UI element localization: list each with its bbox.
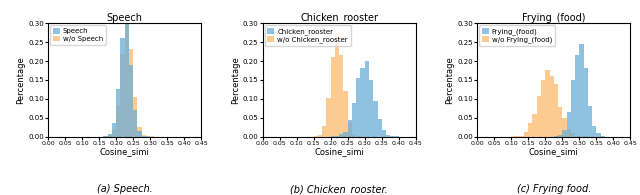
Bar — [575, 55, 579, 136]
Bar — [112, 129, 116, 136]
Bar — [335, 34, 339, 136]
X-axis label: Cosine_simi: Cosine_simi — [314, 147, 364, 156]
Bar — [125, 20, 129, 136]
Bar — [373, 101, 378, 136]
Text: (c) Frying food.: (c) Frying food. — [516, 184, 591, 194]
Bar — [588, 106, 592, 136]
Bar — [129, 65, 133, 136]
Bar — [326, 98, 331, 136]
Bar — [558, 135, 563, 136]
Bar — [365, 61, 369, 136]
Legend: Speech, w/o Speech: Speech, w/o Speech — [50, 26, 106, 45]
Bar — [558, 107, 563, 136]
Bar — [120, 38, 125, 136]
Bar — [537, 96, 541, 136]
Y-axis label: Percentage: Percentage — [231, 56, 240, 104]
Bar — [133, 97, 138, 136]
Bar — [563, 118, 566, 136]
Bar — [563, 130, 566, 136]
Bar — [116, 89, 120, 136]
Bar — [344, 91, 348, 136]
Title: Frying_(food): Frying_(food) — [522, 12, 586, 23]
Bar — [584, 68, 588, 136]
Bar — [108, 135, 112, 136]
Bar — [592, 126, 596, 136]
Bar — [133, 110, 138, 136]
Bar — [339, 134, 344, 136]
Bar — [566, 129, 571, 136]
Text: (a) Speech.: (a) Speech. — [97, 184, 152, 194]
Bar — [322, 126, 326, 136]
Bar — [369, 80, 373, 136]
Bar — [541, 80, 545, 136]
Bar — [352, 103, 356, 136]
Bar — [566, 112, 571, 136]
Bar — [528, 123, 532, 136]
Y-axis label: Percentage: Percentage — [16, 56, 26, 104]
Bar — [352, 135, 356, 136]
Bar — [596, 134, 600, 136]
Bar — [125, 25, 129, 136]
Bar — [339, 55, 344, 136]
Title: Speech: Speech — [107, 13, 143, 23]
Bar — [356, 78, 360, 136]
Title: Chicken_rooster: Chicken_rooster — [300, 12, 378, 23]
Bar — [112, 123, 116, 136]
Bar — [571, 134, 575, 136]
Bar — [545, 70, 550, 136]
Bar — [108, 134, 112, 136]
Bar — [382, 130, 386, 136]
Bar — [116, 105, 120, 136]
Bar — [571, 80, 575, 136]
Bar — [348, 121, 352, 136]
Bar — [129, 49, 133, 136]
Bar — [318, 135, 322, 136]
Bar — [344, 131, 348, 136]
Bar — [138, 127, 141, 136]
X-axis label: Cosine_simi: Cosine_simi — [529, 147, 579, 156]
Bar — [532, 114, 537, 136]
Bar — [579, 43, 584, 136]
X-axis label: Cosine_simi: Cosine_simi — [100, 147, 150, 156]
Bar — [141, 135, 146, 136]
Bar — [138, 131, 141, 136]
Bar — [360, 68, 365, 136]
Bar — [348, 120, 352, 136]
Bar — [120, 54, 125, 136]
Bar — [524, 132, 528, 136]
Legend: Frying_(food), w/o Frying_(food): Frying_(food), w/o Frying_(food) — [479, 26, 555, 46]
Text: (b) Chicken_rooster.: (b) Chicken_rooster. — [291, 184, 388, 195]
Y-axis label: Percentage: Percentage — [445, 56, 454, 104]
Legend: Chicken_rooster, w/o Chicken_rooster: Chicken_rooster, w/o Chicken_rooster — [265, 26, 351, 46]
Bar — [331, 57, 335, 136]
Bar — [554, 83, 558, 136]
Bar — [378, 119, 382, 136]
Bar — [550, 76, 554, 136]
Bar — [386, 135, 390, 136]
